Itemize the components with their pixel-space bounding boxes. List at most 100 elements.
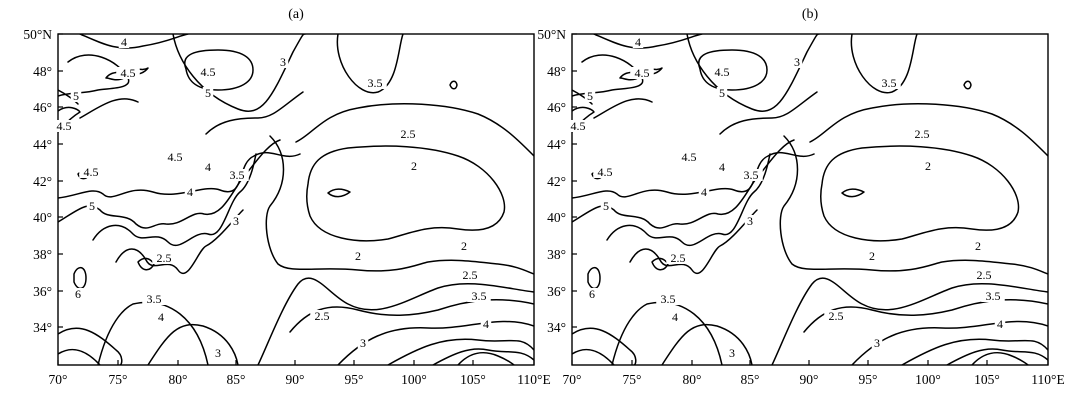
contour-label: 4.5 [635,66,650,80]
contour-line [58,327,123,365]
y-tick-label: 34° [33,320,52,335]
contour-label: 3 [794,55,800,69]
contour-label-bg [981,290,1005,302]
panel-title: (a) [288,7,304,22]
contour-label-bg [163,151,187,163]
panel-title: (b) [802,7,819,22]
contour-label: 6 [75,287,81,301]
contour-label-bg [593,166,617,178]
contour-label: 5 [89,199,95,213]
contour-label: 4 [672,310,678,324]
contour-label: 3.5 [661,292,676,306]
x-tick-label: 110°E [1031,372,1064,387]
contour-line [265,135,534,275]
contour-label: 4 [635,35,641,49]
y-tick-label: 46° [33,100,52,115]
contour-label-bg [972,240,984,252]
panel-b: (b) 70° 75° 80° 85° 90° 95° 100° 105° 110°E 50°N 48… [537,7,1064,387]
contour-label-bg [118,36,130,48]
contour-line [572,348,615,365]
contour-label-bg [467,290,491,302]
contour-label: 5 [719,86,725,100]
contour-label-bg [357,337,369,349]
contour-lines [572,34,1048,365]
contour-label: 2 [869,249,875,263]
contour-line [387,338,534,365]
contour-line [593,98,653,119]
contour-label-bg [212,347,224,359]
contour-label: 4 [121,35,127,49]
contour-label-bg [877,77,901,89]
contour-line [172,34,306,112]
contour-label: 3 [729,346,735,360]
contour-line [850,34,918,94]
contour-label-bg [586,288,598,300]
contour-label-bg [225,169,249,181]
contour-label: 2 [461,239,467,253]
x-tick-label: 70° [49,372,68,387]
contour-label: 2 [411,159,417,173]
contour-label-bg [458,240,470,252]
contour-line [629,209,758,274]
contour-label: 2.5 [671,251,686,265]
contour-label-bg [656,293,680,305]
contour-label-bg [352,250,364,262]
contour-label-bg [739,169,763,181]
contour-label-bg [922,160,934,172]
contour-line [809,103,1048,157]
panel-a: (a) 70° 75° 80° 85° 90° 95° 100° 105° 110°E 50°N 48… [23,7,550,387]
contour-label-bg [666,252,690,264]
contour-lines [58,34,534,365]
contour-line [92,153,257,246]
contour-line [611,301,723,365]
x-tick-label: 70° [563,372,582,387]
x-tick-label: 75° [109,372,128,387]
x-tick-label: 100° [401,372,427,387]
contour-label: 2 [355,249,361,263]
contour-label-bg [72,288,84,300]
contour-label-bg [142,293,166,305]
contour-line [819,145,1020,242]
contour-line [432,348,534,365]
contour-line [257,277,534,365]
contour-line [606,153,771,246]
contour-label: 3 [874,336,880,350]
contour-line [58,89,79,105]
contour-label-bg [52,120,76,132]
contour-label: 4 [187,185,193,199]
contour-line [587,266,601,290]
contour-label-bg [669,311,681,323]
contour-line [661,323,753,365]
contour-label: 3.5 [230,168,245,182]
y-tick-label: 42° [547,174,566,189]
contour-label: 2.5 [315,309,330,323]
x-tick-label: 100° [915,372,941,387]
contour-label-bg [824,310,848,322]
y-tick-label: 36° [33,284,52,299]
contour-line [963,80,972,90]
plot-frame [57,33,535,366]
contour-label: 3.5 [744,168,759,182]
contour-label: 3 [233,214,239,228]
contour-label: 5 [587,89,593,103]
x-tick-label: 75° [623,372,642,387]
contour-label-bg [566,120,590,132]
x-tick-label: 95° [859,372,878,387]
y-tick-label: 40° [33,210,52,225]
contour-line [449,80,458,90]
contour-line [457,352,515,365]
y-tick-label: 50°N [537,27,566,42]
contour-line [79,34,189,49]
contour-label: 3.5 [368,76,383,90]
x-tick-label: 110°E [517,372,550,387]
x-tick-label: 85° [227,372,246,387]
contour-label: 6 [589,287,595,301]
contour-label-bg [630,67,654,79]
contour-label-bg [994,318,1006,330]
contour-line [771,277,1048,365]
contour-label: 4.5 [682,150,697,164]
contour-line [327,188,351,198]
contour-line [305,145,506,242]
contour-label-bg [196,66,220,78]
contour-label: 4 [158,310,164,324]
